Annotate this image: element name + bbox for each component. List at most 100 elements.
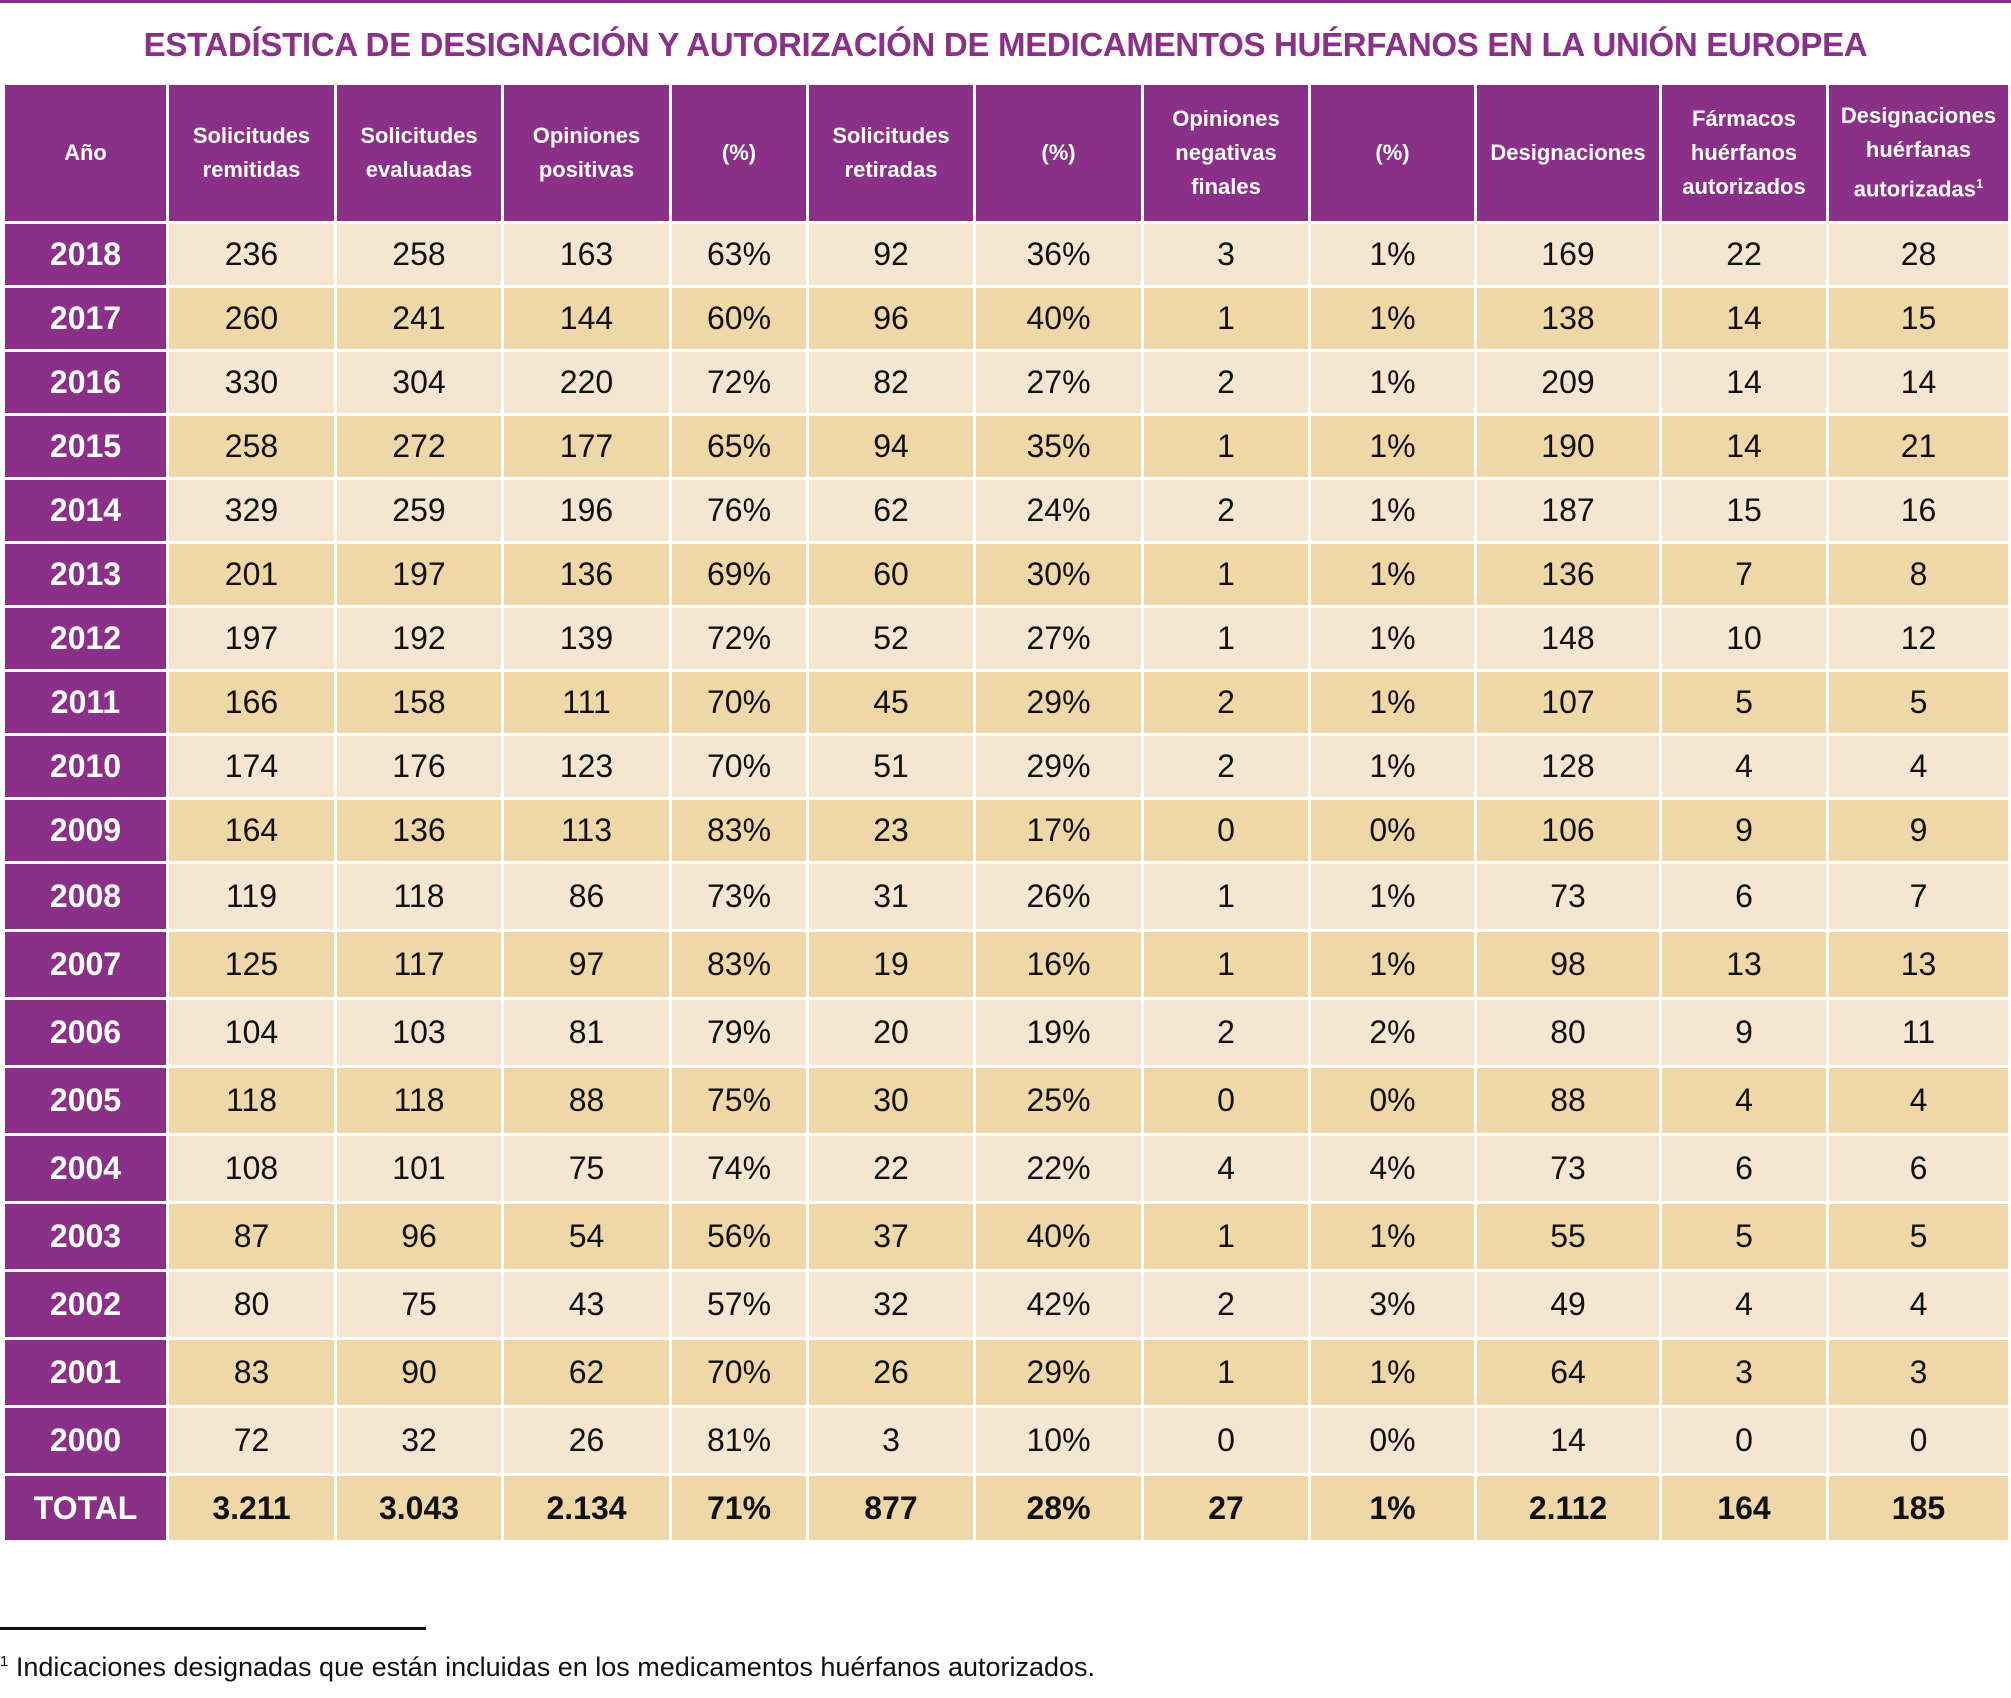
column-header-text: (%) [1041, 140, 1076, 165]
cell-value: 2015 [49, 428, 122, 464]
table-cell: 1% [1308, 929, 1477, 1000]
cell-value: 128 [1541, 748, 1595, 784]
table-cell: 72% [669, 349, 809, 416]
cell-value: 16 [1900, 492, 1937, 528]
table-cell: 330 [166, 349, 337, 416]
cell-value: 71% [706, 1489, 772, 1526]
table-cell: 236 [166, 221, 337, 288]
table-cell: 209 [1474, 349, 1662, 416]
cell-value: 2007 [49, 946, 122, 982]
cell-value: 26 [568, 1422, 605, 1458]
table-cell: 5 [1659, 669, 1829, 736]
column-header-label: Solicitudes evaluadas [360, 119, 477, 187]
table-cell: 15 [1826, 285, 2011, 352]
table-cell: 10% [973, 1405, 1144, 1476]
table-cell: 107 [1474, 669, 1662, 736]
table-cell: 16 [1826, 477, 2011, 544]
column-header-text: Opiniones negativas finales [1172, 106, 1280, 199]
row-label: 2009 [2, 797, 169, 864]
table-cell: 258 [334, 221, 504, 288]
cell-value: 12 [1900, 620, 1937, 656]
cell-value: 28% [1026, 1489, 1091, 1526]
table-cell: 329 [166, 477, 337, 544]
cell-value: 2 [1217, 684, 1235, 720]
table-cell: 0 [1141, 1405, 1311, 1476]
table-cell: 119 [166, 861, 337, 932]
cell-value: 96 [873, 300, 909, 336]
cell-value: 169 [1541, 236, 1595, 272]
row-label: 2014 [2, 477, 169, 544]
cell-value: 13 [1900, 946, 1937, 982]
table-cell: 27% [973, 349, 1144, 416]
cell-value: 72% [706, 364, 772, 400]
table-cell: 101 [334, 1133, 504, 1204]
table-cell: 1 [1141, 605, 1311, 672]
cell-value: 119 [225, 878, 277, 914]
table-cell: 259 [334, 477, 504, 544]
cell-value: 158 [392, 684, 446, 720]
table-cell: 27% [973, 605, 1144, 672]
table-cell: 7 [1826, 861, 2011, 932]
table-cell: 69% [669, 541, 809, 608]
table-cell: 96 [806, 285, 976, 352]
column-header: Solicitudes retiradas [806, 82, 976, 224]
row-label: 2010 [2, 733, 169, 800]
cell-value: 177 [559, 428, 614, 464]
table-cell: 220 [501, 349, 672, 416]
table-cell: 2 [1141, 349, 1311, 416]
row-label: 2018 [2, 221, 169, 288]
cell-value: 1% [1369, 492, 1416, 528]
column-header: (%) [1308, 82, 1477, 224]
table-cell: 6 [1659, 1133, 1829, 1204]
table-cell: 176 [334, 733, 504, 800]
cell-value: 15 [1726, 492, 1762, 528]
cell-value: 2013 [49, 556, 122, 592]
cell-value: 55 [1550, 1218, 1586, 1254]
table-row: 2002 80 75 43 57% 32 42% 2 3% 49 4 4 [2, 1269, 2011, 1340]
cell-value: 23 [873, 812, 909, 848]
table-row: 2005 118 118 88 75% 30 25% 0 0% 88 4 4 [2, 1065, 2011, 1136]
cell-value: 80 [233, 1286, 270, 1322]
column-header-text: Solicitudes retiradas [832, 123, 950, 182]
table-cell: 14 [1826, 349, 2011, 416]
cell-value: 96 [401, 1218, 437, 1254]
table-cell: 5 [1659, 1201, 1829, 1272]
table-cell: 82 [806, 349, 976, 416]
table-cell: 9 [1826, 797, 2011, 864]
table-cell: 60 [806, 541, 976, 608]
table-row: 2011 166 158 111 70% 45 29% 2 1% 107 5 5 [2, 669, 2011, 736]
table-cell: 164 [166, 797, 337, 864]
table-cell: 80 [166, 1269, 337, 1340]
table-cell: 164 [1659, 1473, 1829, 1543]
cell-value: 2011 [50, 684, 121, 720]
table-cell: 1% [1308, 669, 1477, 736]
row-label: 2000 [2, 1405, 169, 1476]
cell-value: 70% [706, 748, 772, 784]
column-header: (%) [973, 82, 1144, 224]
cell-value: 113 [560, 812, 612, 848]
table-cell: 15 [1659, 477, 1829, 544]
table-cell: 166 [166, 669, 337, 736]
column-header: (%) [669, 82, 809, 224]
table-cell: 83% [669, 797, 809, 864]
cell-value: 2006 [49, 1014, 122, 1050]
cell-value: 80 [1550, 1014, 1586, 1050]
cell-value: 2008 [49, 878, 122, 914]
cell-value: 17% [1026, 812, 1091, 848]
table-cell: 14 [1659, 413, 1829, 480]
table-cell: 35% [973, 413, 1144, 480]
table-cell: 196 [501, 477, 672, 544]
cell-value: 3 [882, 1422, 900, 1458]
cell-value: 6 [1735, 878, 1753, 914]
cell-value: 1% [1369, 236, 1416, 272]
cell-value: 2014 [49, 492, 122, 528]
table-cell: 40% [973, 1201, 1144, 1272]
table-cell: 8 [1826, 541, 2011, 608]
table-row: 2017 260 241 144 60% 96 40% 1 1% 138 14 15 [2, 285, 2011, 352]
cell-value: 92 [873, 236, 909, 272]
cell-value: 13 [1726, 946, 1762, 982]
table-cell: 26 [501, 1405, 672, 1476]
table-cell: 83% [669, 929, 809, 1000]
cell-value: 19 [873, 946, 909, 982]
table-cell: 74% [669, 1133, 809, 1204]
